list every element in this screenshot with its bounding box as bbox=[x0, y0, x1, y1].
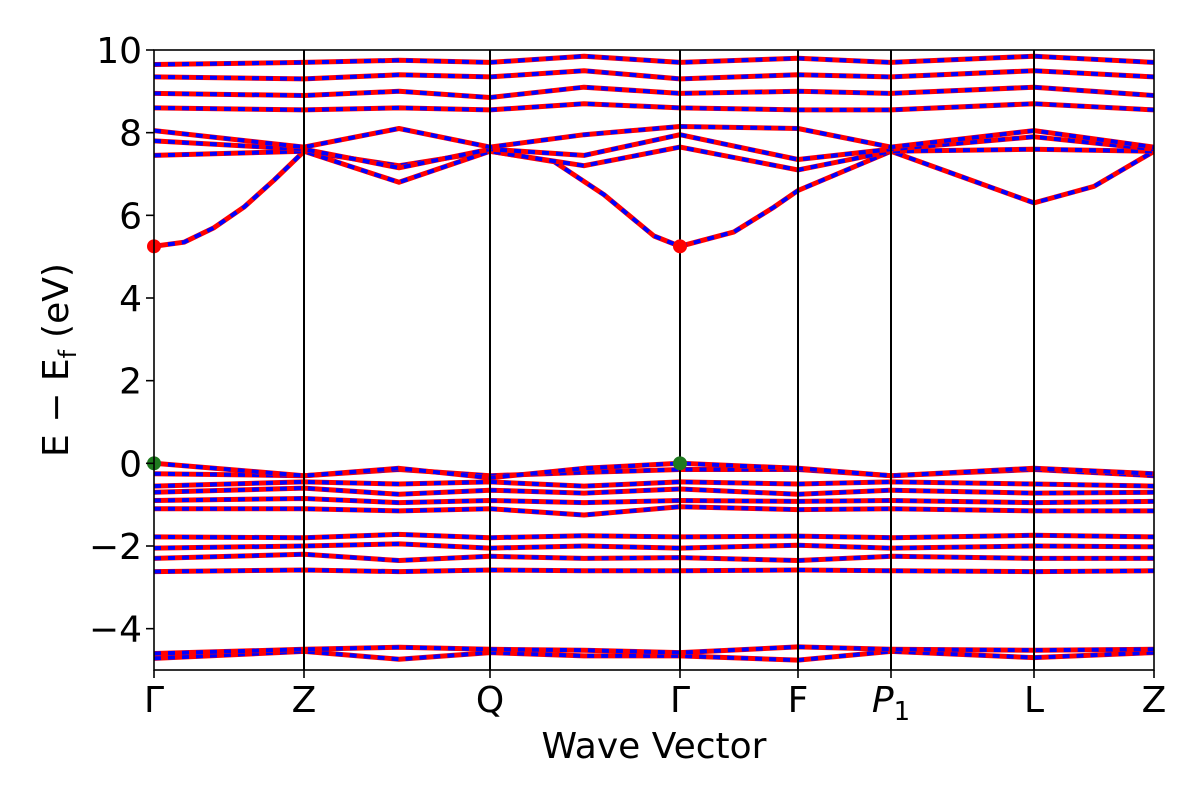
band-2-line-blue bbox=[154, 644, 1154, 656]
x-tick-label-7: L bbox=[1024, 680, 1044, 721]
band-6-line-blue bbox=[154, 532, 1154, 540]
x-tick-label-6: P1 bbox=[872, 680, 910, 727]
high-symmetry-lines bbox=[303, 50, 1035, 670]
x-tick-label-5: F bbox=[788, 680, 809, 721]
x-axis-ticks: Γ Z Q Γ F P1 L Z bbox=[144, 670, 1166, 727]
y-axis-label-main: E − E bbox=[36, 358, 77, 457]
band-lines bbox=[154, 53, 1154, 663]
band-edge-marker-4 bbox=[673, 456, 687, 471]
x-tick-label-3: Q bbox=[476, 680, 504, 721]
y-axis-label-subscript: f bbox=[54, 349, 82, 358]
band-edge-marker-2 bbox=[673, 239, 687, 254]
band-3-line-blue bbox=[154, 568, 1154, 574]
y-tick-label-8: 10 bbox=[96, 31, 142, 72]
plot-frame bbox=[153, 49, 1155, 671]
band-7-line-blue bbox=[154, 504, 1154, 517]
band-4-line-blue bbox=[154, 552, 1154, 563]
band-12-line-blue bbox=[154, 461, 1154, 480]
band-15-line-blue bbox=[154, 132, 1154, 170]
y-axis-ticks: −4 −2 0 2 4 6 8 10 bbox=[89, 31, 154, 651]
y-tick-label-7: 8 bbox=[119, 114, 142, 155]
x-axis-label: Wave Vector bbox=[542, 726, 767, 767]
band-5-line-blue bbox=[154, 541, 1154, 551]
band-9-line-blue bbox=[154, 486, 1154, 497]
y-tick-label-3: 0 bbox=[119, 444, 142, 485]
x-tick-label-4: Γ bbox=[670, 680, 690, 721]
x-tick-label-1: Γ bbox=[144, 680, 164, 721]
band-13-line-red bbox=[154, 148, 1154, 249]
y-tick-label-5: 4 bbox=[119, 279, 142, 320]
band-1-line-blue bbox=[154, 649, 1154, 663]
band-17-line-blue bbox=[154, 101, 1154, 112]
y-axis-label: E − Ef (eV) bbox=[36, 263, 82, 457]
band-18-line-blue bbox=[154, 85, 1154, 100]
band-16-line-blue bbox=[154, 124, 1154, 150]
x-tick-label-2: Z bbox=[292, 680, 317, 721]
y-tick-label-1: −4 bbox=[89, 610, 142, 651]
band-19-line-blue bbox=[154, 68, 1154, 81]
band-8-line-blue bbox=[154, 496, 1154, 505]
x-tick-label-8: Z bbox=[1142, 680, 1167, 721]
band-14-line-blue bbox=[154, 145, 1154, 185]
y-tick-label-4: 2 bbox=[119, 362, 142, 403]
y-tick-label-6: 6 bbox=[119, 196, 142, 237]
y-tick-label-2: −2 bbox=[89, 527, 142, 568]
band-10-line-blue bbox=[154, 479, 1154, 489]
y-axis-label-unit: (eV) bbox=[36, 263, 77, 338]
band-20-line-blue bbox=[154, 54, 1154, 67]
